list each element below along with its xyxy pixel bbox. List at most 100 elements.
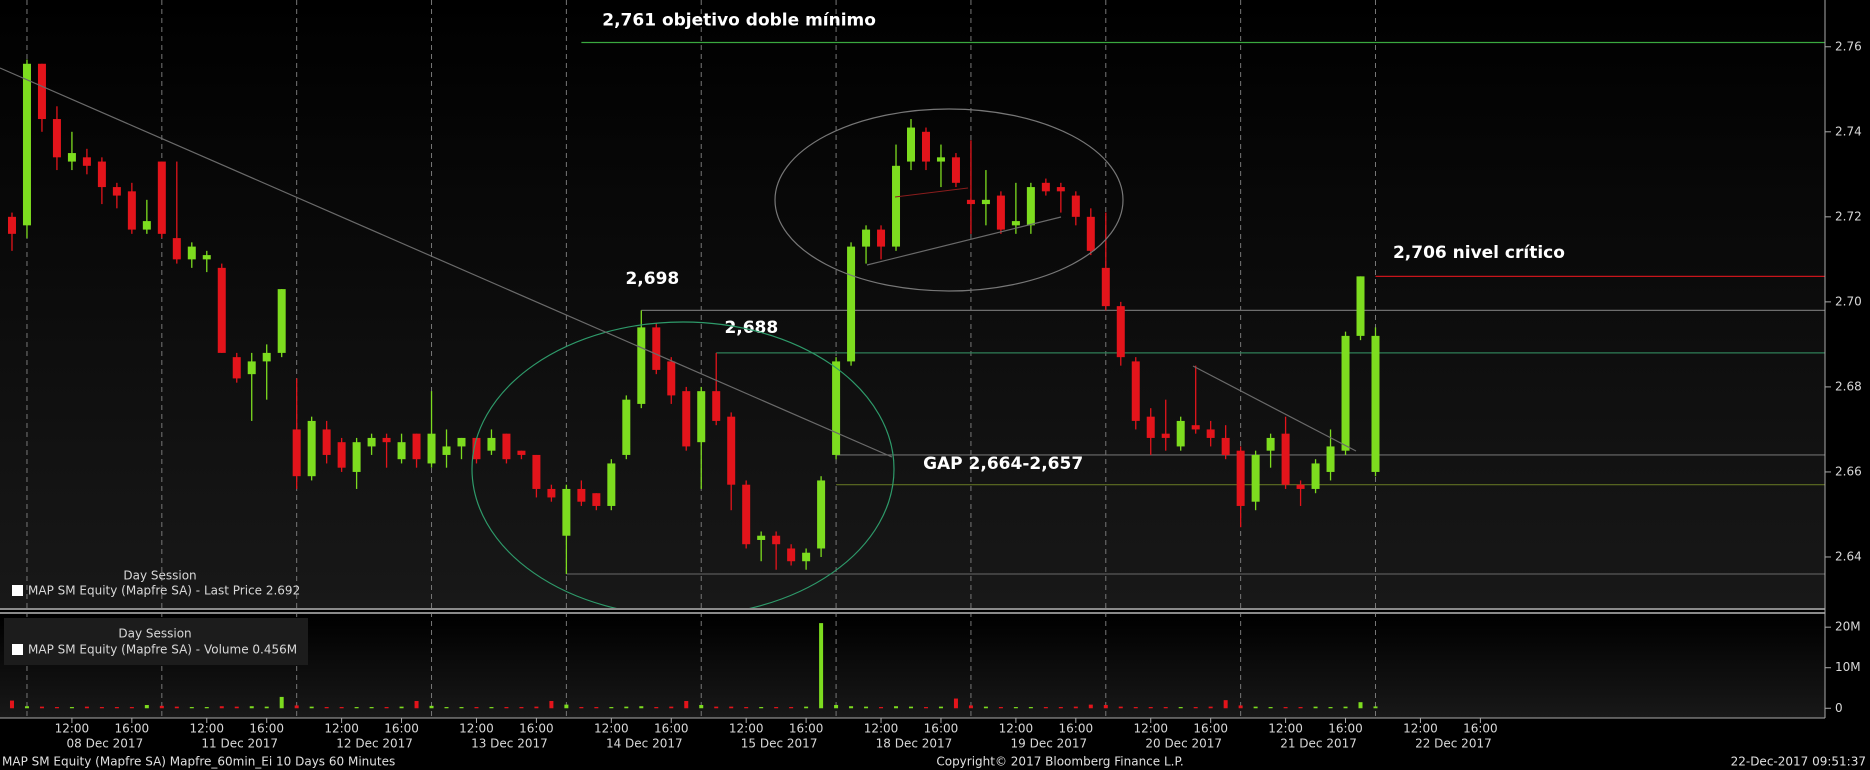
x-tick-label: 12:00 (1268, 722, 1303, 736)
candle-body (22, 63, 31, 226)
y-tick-label: 2.68 (1835, 379, 1862, 393)
candle-body (97, 161, 106, 188)
volume-bar (399, 706, 404, 709)
candle-body (936, 157, 945, 162)
x-day-label: 08 Dec 2017 (67, 737, 144, 751)
candle-body (742, 484, 751, 545)
candle-body (202, 255, 211, 260)
volume-bar (774, 707, 779, 709)
candle-body (37, 63, 46, 120)
x-tick-label: 16:00 (384, 722, 419, 736)
candle-body (1251, 454, 1260, 502)
candle-body (412, 433, 421, 460)
x-day-label: 20 Dec 2017 (1145, 737, 1222, 751)
candle-body (487, 437, 496, 451)
volume-bar (549, 700, 554, 709)
volume-bar (309, 706, 314, 709)
x-day-label: 19 Dec 2017 (1011, 737, 1088, 751)
candle-body (1326, 446, 1335, 472)
volume-bar (669, 706, 674, 709)
volume-bar (339, 707, 344, 709)
candle-body (367, 437, 376, 447)
y-tick-label: 10M (1835, 660, 1861, 674)
volume-bar (579, 707, 584, 709)
candle-body (127, 191, 136, 230)
volume-bar (1118, 706, 1123, 709)
ellipse (774, 108, 1124, 292)
volume-bar (909, 706, 914, 709)
candle-body (892, 165, 901, 247)
candle-body (1266, 437, 1275, 451)
candle-body (517, 450, 526, 455)
volume-bar (1013, 707, 1018, 709)
candle-body (187, 246, 196, 260)
footer-center: Copyright© 2017 Bloomberg Finance L.P. (936, 755, 1183, 769)
volume-bar (1253, 706, 1258, 709)
candle-body (1281, 433, 1290, 485)
volume-bar (1358, 702, 1363, 709)
candle-body (996, 195, 1005, 230)
candle-body (82, 157, 91, 166)
x-day-label: 21 Dec 2017 (1280, 737, 1357, 751)
volume-bar (174, 706, 179, 709)
candle-body (1206, 429, 1215, 438)
volume-bar (714, 706, 719, 709)
candle-body (1311, 463, 1320, 489)
volume-bar (414, 700, 419, 709)
x-day-label: 14 Dec 2017 (606, 737, 683, 751)
annotation: 2,761 objetivo doble mínimo (602, 10, 876, 30)
candle-body (951, 157, 960, 183)
candle-body (862, 229, 871, 247)
candle-body (67, 153, 76, 162)
volume-bar (938, 706, 943, 709)
volume-bar (444, 707, 449, 709)
candle-body (1131, 361, 1140, 421)
legend-title: Day Session (123, 569, 196, 583)
candle-body (847, 246, 856, 362)
candle-body (52, 119, 61, 158)
volume-bar (744, 707, 749, 709)
trend-line (894, 187, 969, 198)
volume-bar (39, 706, 44, 709)
drawings (0, 67, 1357, 608)
volume-bar (983, 706, 988, 709)
candle-body (1146, 416, 1155, 438)
volume-bar (114, 707, 119, 709)
volume-bar (729, 706, 734, 709)
volume-bar (819, 623, 824, 709)
candle-body (562, 488, 571, 536)
y-tick-label: 0 (1835, 701, 1843, 715)
legend-swatch (12, 585, 23, 596)
candle-body (1296, 484, 1305, 489)
annotation: 2,706 nivel crítico (1393, 243, 1565, 263)
candle-body (1221, 437, 1230, 455)
volume-bar (99, 707, 104, 709)
x-tick-label: 12:00 (729, 722, 764, 736)
candle-body (547, 488, 556, 498)
x-tick-label: 16:00 (1463, 722, 1498, 736)
footer-left: MAP SM Equity (Mapfre SA) Mapfre_60min_E… (2, 755, 395, 769)
y-tick-label: 2.70 (1835, 294, 1862, 308)
volume-bar (54, 707, 59, 709)
layers: 08 Dec 2017 11 Dec 2017 12 Dec 2017 13 Dec … (7, 0, 1862, 751)
trend-line (0, 67, 893, 458)
volume-bar (1268, 707, 1273, 709)
volume-bar (474, 707, 479, 709)
volume-bar (1103, 705, 1108, 709)
volume-bar (1193, 707, 1198, 709)
volume-bar (204, 707, 209, 709)
volume-bar (1313, 706, 1318, 709)
candle-body (727, 416, 736, 485)
candle-body (307, 420, 316, 477)
x-tick-label: 12:00 (324, 722, 359, 736)
volume-bar (1028, 707, 1033, 709)
candle-body (622, 399, 631, 455)
volume-bar (834, 705, 839, 709)
ellipse (471, 321, 895, 608)
volume-bar (654, 707, 659, 709)
candle-body (1356, 276, 1365, 336)
y-tick-label: 2.76 (1835, 39, 1862, 53)
candle-body (337, 442, 346, 468)
volume-bar (69, 707, 74, 709)
x-day-label: 15 Dec 2017 (741, 737, 818, 751)
